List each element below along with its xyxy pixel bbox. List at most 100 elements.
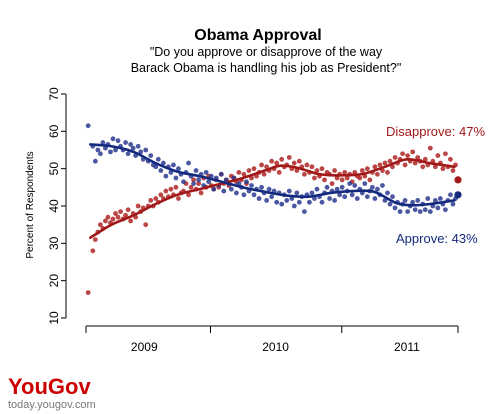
- point-disapprove: [339, 177, 345, 183]
- point-approve: [130, 145, 136, 151]
- point-approve: [228, 186, 234, 192]
- point-disapprove: [186, 192, 191, 198]
- point-disapprove: [176, 196, 181, 201]
- point-approve: [211, 186, 217, 192]
- point-disapprove: [377, 162, 383, 168]
- point-approve: [354, 196, 360, 201]
- point-approve: [417, 209, 423, 215]
- point-disapprove: [405, 153, 411, 159]
- point-approve: [334, 186, 340, 192]
- point-disapprove: [415, 155, 421, 160]
- point-approve: [269, 194, 275, 200]
- point-approve: [123, 140, 128, 145]
- point-approve: [256, 196, 262, 201]
- point-approve: [110, 136, 116, 142]
- point-disapprove: [158, 192, 164, 198]
- point-disapprove: [387, 158, 393, 164]
- point-approve: [319, 199, 325, 205]
- point-approve: [221, 188, 227, 194]
- point-disapprove: [113, 211, 118, 216]
- approve-end-label: Approve: 43%: [396, 231, 478, 246]
- point-approve: [352, 183, 358, 188]
- point-disapprove: [246, 168, 252, 173]
- point-disapprove: [115, 214, 121, 220]
- point-disapprove: [118, 209, 123, 215]
- point-disapprove: [148, 198, 154, 203]
- latest-value-marker: [454, 176, 462, 184]
- point-disapprove: [367, 177, 373, 183]
- point-disapprove: [236, 170, 242, 175]
- point-approve: [155, 156, 161, 162]
- point-disapprove: [276, 170, 282, 175]
- point-approve: [448, 192, 453, 198]
- point-disapprove: [440, 166, 446, 172]
- point-approve: [301, 209, 307, 215]
- x-tick-label: 2011: [394, 340, 420, 354]
- point-approve: [171, 162, 176, 168]
- point-approve: [251, 192, 257, 198]
- point-approve: [450, 201, 456, 207]
- point-disapprove: [143, 222, 149, 228]
- point-disapprove: [420, 164, 426, 170]
- point-disapprove: [168, 186, 174, 192]
- trend-line-approve: [89, 143, 456, 207]
- y-axis-label: Percent of Respondents: [25, 151, 36, 258]
- point-approve: [380, 183, 385, 188]
- point-approve: [181, 179, 186, 185]
- point-approve: [425, 196, 431, 201]
- y-tick-label: 50: [47, 162, 61, 176]
- point-approve: [284, 198, 290, 203]
- point-disapprove: [153, 196, 159, 201]
- point-approve: [85, 123, 91, 129]
- point-approve: [437, 196, 443, 201]
- point-approve: [259, 184, 264, 190]
- y-tick-label: 10: [47, 311, 61, 325]
- point-disapprove: [435, 153, 441, 159]
- point-disapprove: [241, 171, 247, 177]
- point-disapprove: [422, 156, 428, 162]
- point-approve: [108, 149, 113, 155]
- svg-text:YouGov: YouGov: [8, 374, 91, 399]
- point-approve: [309, 190, 315, 196]
- point-disapprove: [322, 177, 327, 183]
- trend-line-disapprove: [89, 157, 456, 240]
- point-approve: [143, 147, 149, 153]
- point-approve: [347, 181, 353, 187]
- chart-subtitle-line-2: Barack Obama is handling his job as Pres…: [131, 61, 402, 75]
- point-approve: [244, 179, 249, 185]
- point-approve: [186, 160, 191, 166]
- x-tick-label: 2010: [262, 340, 289, 354]
- point-approve: [196, 177, 202, 183]
- point-approve: [337, 192, 343, 198]
- point-disapprove: [123, 212, 128, 218]
- point-disapprove: [103, 218, 108, 224]
- point-approve: [385, 190, 390, 196]
- x-axis-ticks: 2009 2010 2011: [85, 326, 459, 354]
- point-approve: [327, 196, 332, 201]
- point-disapprove: [329, 181, 335, 187]
- point-disapprove: [259, 162, 264, 168]
- point-disapprove: [364, 166, 370, 172]
- y-tick-label: 20: [47, 274, 61, 288]
- point-approve: [387, 201, 393, 207]
- point-approve: [415, 198, 421, 203]
- yougov-logo: YouGov today.yougov.com: [8, 374, 96, 411]
- point-disapprove: [286, 155, 292, 160]
- point-disapprove: [198, 190, 204, 196]
- point-approve: [249, 183, 254, 188]
- point-approve: [314, 186, 320, 192]
- point-approve: [349, 192, 355, 198]
- disapprove-end-label: Disapprove: 47%: [386, 124, 485, 139]
- point-approve: [176, 166, 181, 172]
- point-approve: [294, 190, 300, 196]
- y-tick-label: 70: [47, 87, 61, 101]
- point-disapprove: [359, 168, 365, 173]
- point-disapprove: [85, 290, 91, 296]
- point-disapprove: [443, 151, 448, 157]
- point-approve: [100, 140, 106, 145]
- data-points: [85, 123, 458, 296]
- point-disapprove: [251, 166, 257, 172]
- point-approve: [173, 175, 179, 181]
- point-disapprove: [410, 149, 416, 155]
- point-approve: [97, 151, 103, 157]
